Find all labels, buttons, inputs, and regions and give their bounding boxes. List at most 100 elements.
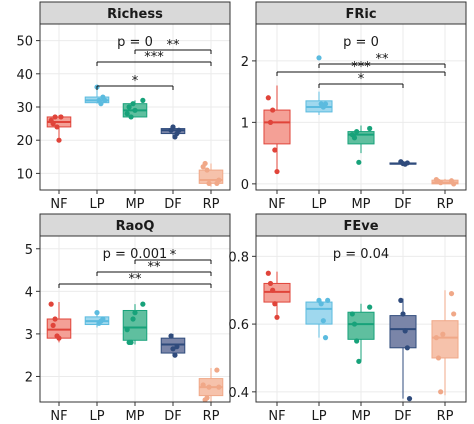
data-point [214, 367, 220, 373]
box-body [305, 301, 333, 325]
data-point [170, 124, 176, 130]
data-point [267, 119, 274, 125]
data-point [325, 297, 331, 303]
significance-bracket: * [318, 72, 404, 88]
data-point [130, 101, 136, 107]
panel-title: Richess [107, 7, 163, 22]
data-point [404, 345, 410, 351]
data-point [274, 168, 280, 175]
data-point [50, 121, 56, 127]
y-tick-label: 40 [16, 68, 33, 83]
data-point [406, 396, 413, 402]
x-tick-label: MP [125, 197, 144, 212]
data-point [54, 124, 60, 130]
data-point [320, 318, 326, 324]
y-tick-label: 50 [16, 35, 33, 50]
data-point [102, 97, 108, 103]
significance-label: ** [167, 38, 181, 53]
data-point [272, 301, 278, 307]
significance-label: * [358, 72, 365, 87]
x-tick-label: RP [203, 197, 220, 212]
data-point [367, 304, 373, 310]
data-point [140, 97, 146, 103]
x-tick-label: NF [50, 409, 67, 424]
significance-bracket: ** [96, 260, 212, 276]
box-nf [263, 271, 291, 319]
data-point [50, 322, 56, 328]
data-point [132, 107, 138, 113]
data-point [56, 137, 62, 143]
p-value-annotation: p = 0 [343, 35, 379, 50]
x-tick-label: DF [394, 197, 412, 212]
data-point [367, 125, 373, 132]
x-tick-label: LP [89, 409, 104, 424]
data-point [100, 316, 106, 322]
data-point [438, 180, 444, 186]
panel-feve: FEve 0.4 0.6 0.8 NF LP MP DF RP p = 0.04 [228, 213, 467, 424]
data-point [400, 311, 406, 317]
data-point [204, 167, 210, 173]
y-tick-label: 2 [241, 55, 249, 70]
data-point [200, 382, 206, 388]
panel-title: FEve [343, 219, 378, 234]
data-point [130, 316, 136, 322]
significance-bracket: ** [58, 272, 212, 288]
data-point [56, 335, 62, 341]
significance-label: * [170, 248, 177, 263]
data-point [354, 128, 360, 135]
data-point [267, 280, 274, 287]
x-tick-label: MP [125, 409, 144, 424]
data-point [451, 181, 457, 187]
panel-title: FRic [345, 7, 376, 22]
data-point [98, 101, 104, 107]
y-tick-label: 1 [241, 116, 249, 131]
x-tick-label: MP [351, 409, 370, 424]
data-point [435, 355, 442, 361]
panel-border [255, 23, 467, 191]
data-point [265, 95, 271, 101]
data-point [176, 127, 182, 133]
y-tick-label: 0.6 [228, 318, 249, 333]
box-body [263, 109, 291, 145]
box-body [347, 311, 375, 340]
data-point [351, 321, 358, 327]
x-tick-label: DF [164, 197, 182, 212]
y-tick-label: 0.4 [228, 386, 249, 401]
significance-bracket: * [134, 248, 212, 264]
x-tick-label: DF [394, 409, 412, 424]
data-point [206, 180, 212, 186]
x-tick-label: NF [268, 409, 285, 424]
data-point [206, 384, 212, 390]
significance-bracket: * [96, 74, 174, 90]
significance-bracket: ** [134, 38, 212, 54]
data-point [128, 339, 134, 346]
x-tick-label: NF [268, 197, 285, 212]
data-point [202, 160, 208, 167]
data-point [48, 301, 54, 307]
significance-label: ** [148, 260, 162, 275]
data-point [433, 335, 439, 341]
x-tick-label: LP [311, 409, 326, 424]
data-point [354, 338, 360, 344]
data-point [402, 328, 408, 334]
x-tick-label: RP [437, 409, 454, 424]
data-point [318, 301, 324, 307]
box-body [160, 337, 186, 354]
significance-label: * [132, 74, 139, 89]
panel-border [255, 235, 467, 403]
x-tick-label: LP [89, 197, 104, 212]
significance-label: ** [129, 272, 143, 287]
y-tick-label: 10 [16, 167, 33, 182]
data-point [322, 101, 329, 107]
y-tick-label: 5 [25, 243, 33, 258]
data-point [216, 384, 222, 390]
y-tick-label: 2 [25, 370, 33, 385]
data-point [94, 310, 100, 316]
p-value-annotation: p = 0.04 [333, 247, 389, 262]
data-point [204, 395, 210, 401]
y-tick-label: 0 [241, 178, 249, 193]
significance-bracket: *** [276, 60, 446, 76]
data-point [128, 114, 134, 120]
significance-label: *** [144, 50, 164, 65]
